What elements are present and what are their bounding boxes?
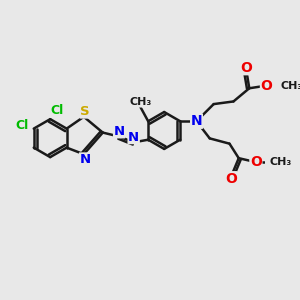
Text: O: O bbox=[250, 155, 262, 169]
Text: CH₃: CH₃ bbox=[280, 81, 300, 91]
Text: O: O bbox=[260, 79, 272, 93]
Text: N: N bbox=[80, 153, 91, 166]
Text: CH₃: CH₃ bbox=[129, 97, 152, 107]
Text: N: N bbox=[128, 130, 139, 144]
Text: N: N bbox=[114, 125, 125, 138]
Text: O: O bbox=[241, 61, 253, 75]
Text: O: O bbox=[225, 172, 237, 186]
Text: Cl: Cl bbox=[15, 119, 28, 133]
Text: N: N bbox=[191, 114, 202, 128]
Text: Cl: Cl bbox=[50, 104, 63, 117]
Text: CH₃: CH₃ bbox=[269, 157, 292, 167]
Text: S: S bbox=[80, 105, 90, 118]
